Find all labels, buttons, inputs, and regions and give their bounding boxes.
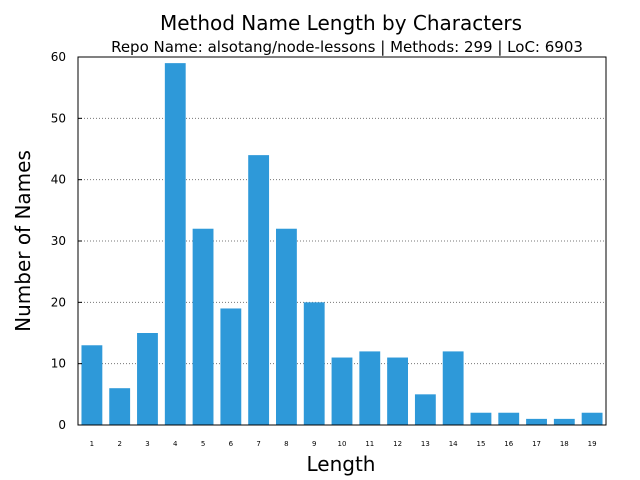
bar-15	[470, 412, 492, 425]
y-tick-label: 30	[51, 234, 66, 248]
bar-16	[498, 412, 520, 425]
x-tick-label: 11	[365, 440, 374, 448]
bar-4	[164, 63, 186, 426]
bar-10	[331, 357, 353, 425]
bar-17	[526, 418, 547, 425]
x-tick-label: 14	[449, 440, 458, 448]
x-axis-ticks: 1 2 3 4 5 6 7 8 9 10 11 12 13 14 15 16 17 18 19	[90, 440, 597, 448]
chart-subtitle: Repo Name: alsotang/node-lessons | Metho…	[111, 38, 583, 56]
x-tick-label: 2	[117, 440, 121, 448]
bar-12	[387, 357, 408, 425]
bar-13	[414, 394, 436, 425]
y-tick-label: 40	[51, 173, 66, 187]
x-tick-label: 17	[532, 440, 541, 448]
x-tick-label: 3	[145, 440, 149, 448]
bar-6	[220, 308, 242, 425]
y-tick-label: 0	[58, 418, 66, 432]
x-tick-label: 4	[173, 440, 178, 448]
x-tick-label: 10	[338, 440, 347, 448]
bar-1	[81, 345, 103, 425]
x-axis-label: Length	[307, 452, 376, 476]
x-tick-label: 6	[229, 440, 234, 448]
bar-11	[359, 351, 381, 425]
bar-3	[137, 333, 158, 425]
x-tick-label: 19	[588, 440, 597, 448]
x-tick-label: 9	[312, 440, 316, 448]
x-tick-label: 16	[504, 440, 513, 448]
y-tick-label: 10	[51, 357, 66, 371]
x-tick-label: 13	[421, 440, 430, 448]
bar-19	[581, 412, 603, 425]
bar-9	[303, 302, 325, 425]
x-tick-label: 8	[284, 440, 288, 448]
x-tick-label: 18	[560, 440, 569, 448]
chart-title: Method Name Length by Characters	[160, 11, 522, 35]
bar-8	[276, 228, 297, 425]
bar-14	[442, 351, 464, 425]
y-tick-label: 60	[51, 50, 66, 64]
bar-18	[553, 418, 575, 425]
bar-7	[248, 155, 270, 425]
y-tick-label: 20	[51, 295, 66, 309]
y-axis-ticks: 0 10 20 30 40 50 60	[51, 50, 82, 432]
y-axis-label: Number of Names	[11, 150, 35, 332]
x-tick-label: 7	[256, 440, 260, 448]
x-tick-label: 15	[476, 440, 485, 448]
y-tick-label: 50	[51, 111, 66, 125]
bar-2	[109, 388, 131, 425]
bar-5	[192, 228, 214, 425]
x-tick-label: 5	[201, 440, 205, 448]
bars	[81, 63, 603, 426]
grid-lines	[78, 117, 606, 365]
x-tick-label: 12	[393, 440, 402, 448]
x-tick-label: 1	[90, 440, 94, 448]
